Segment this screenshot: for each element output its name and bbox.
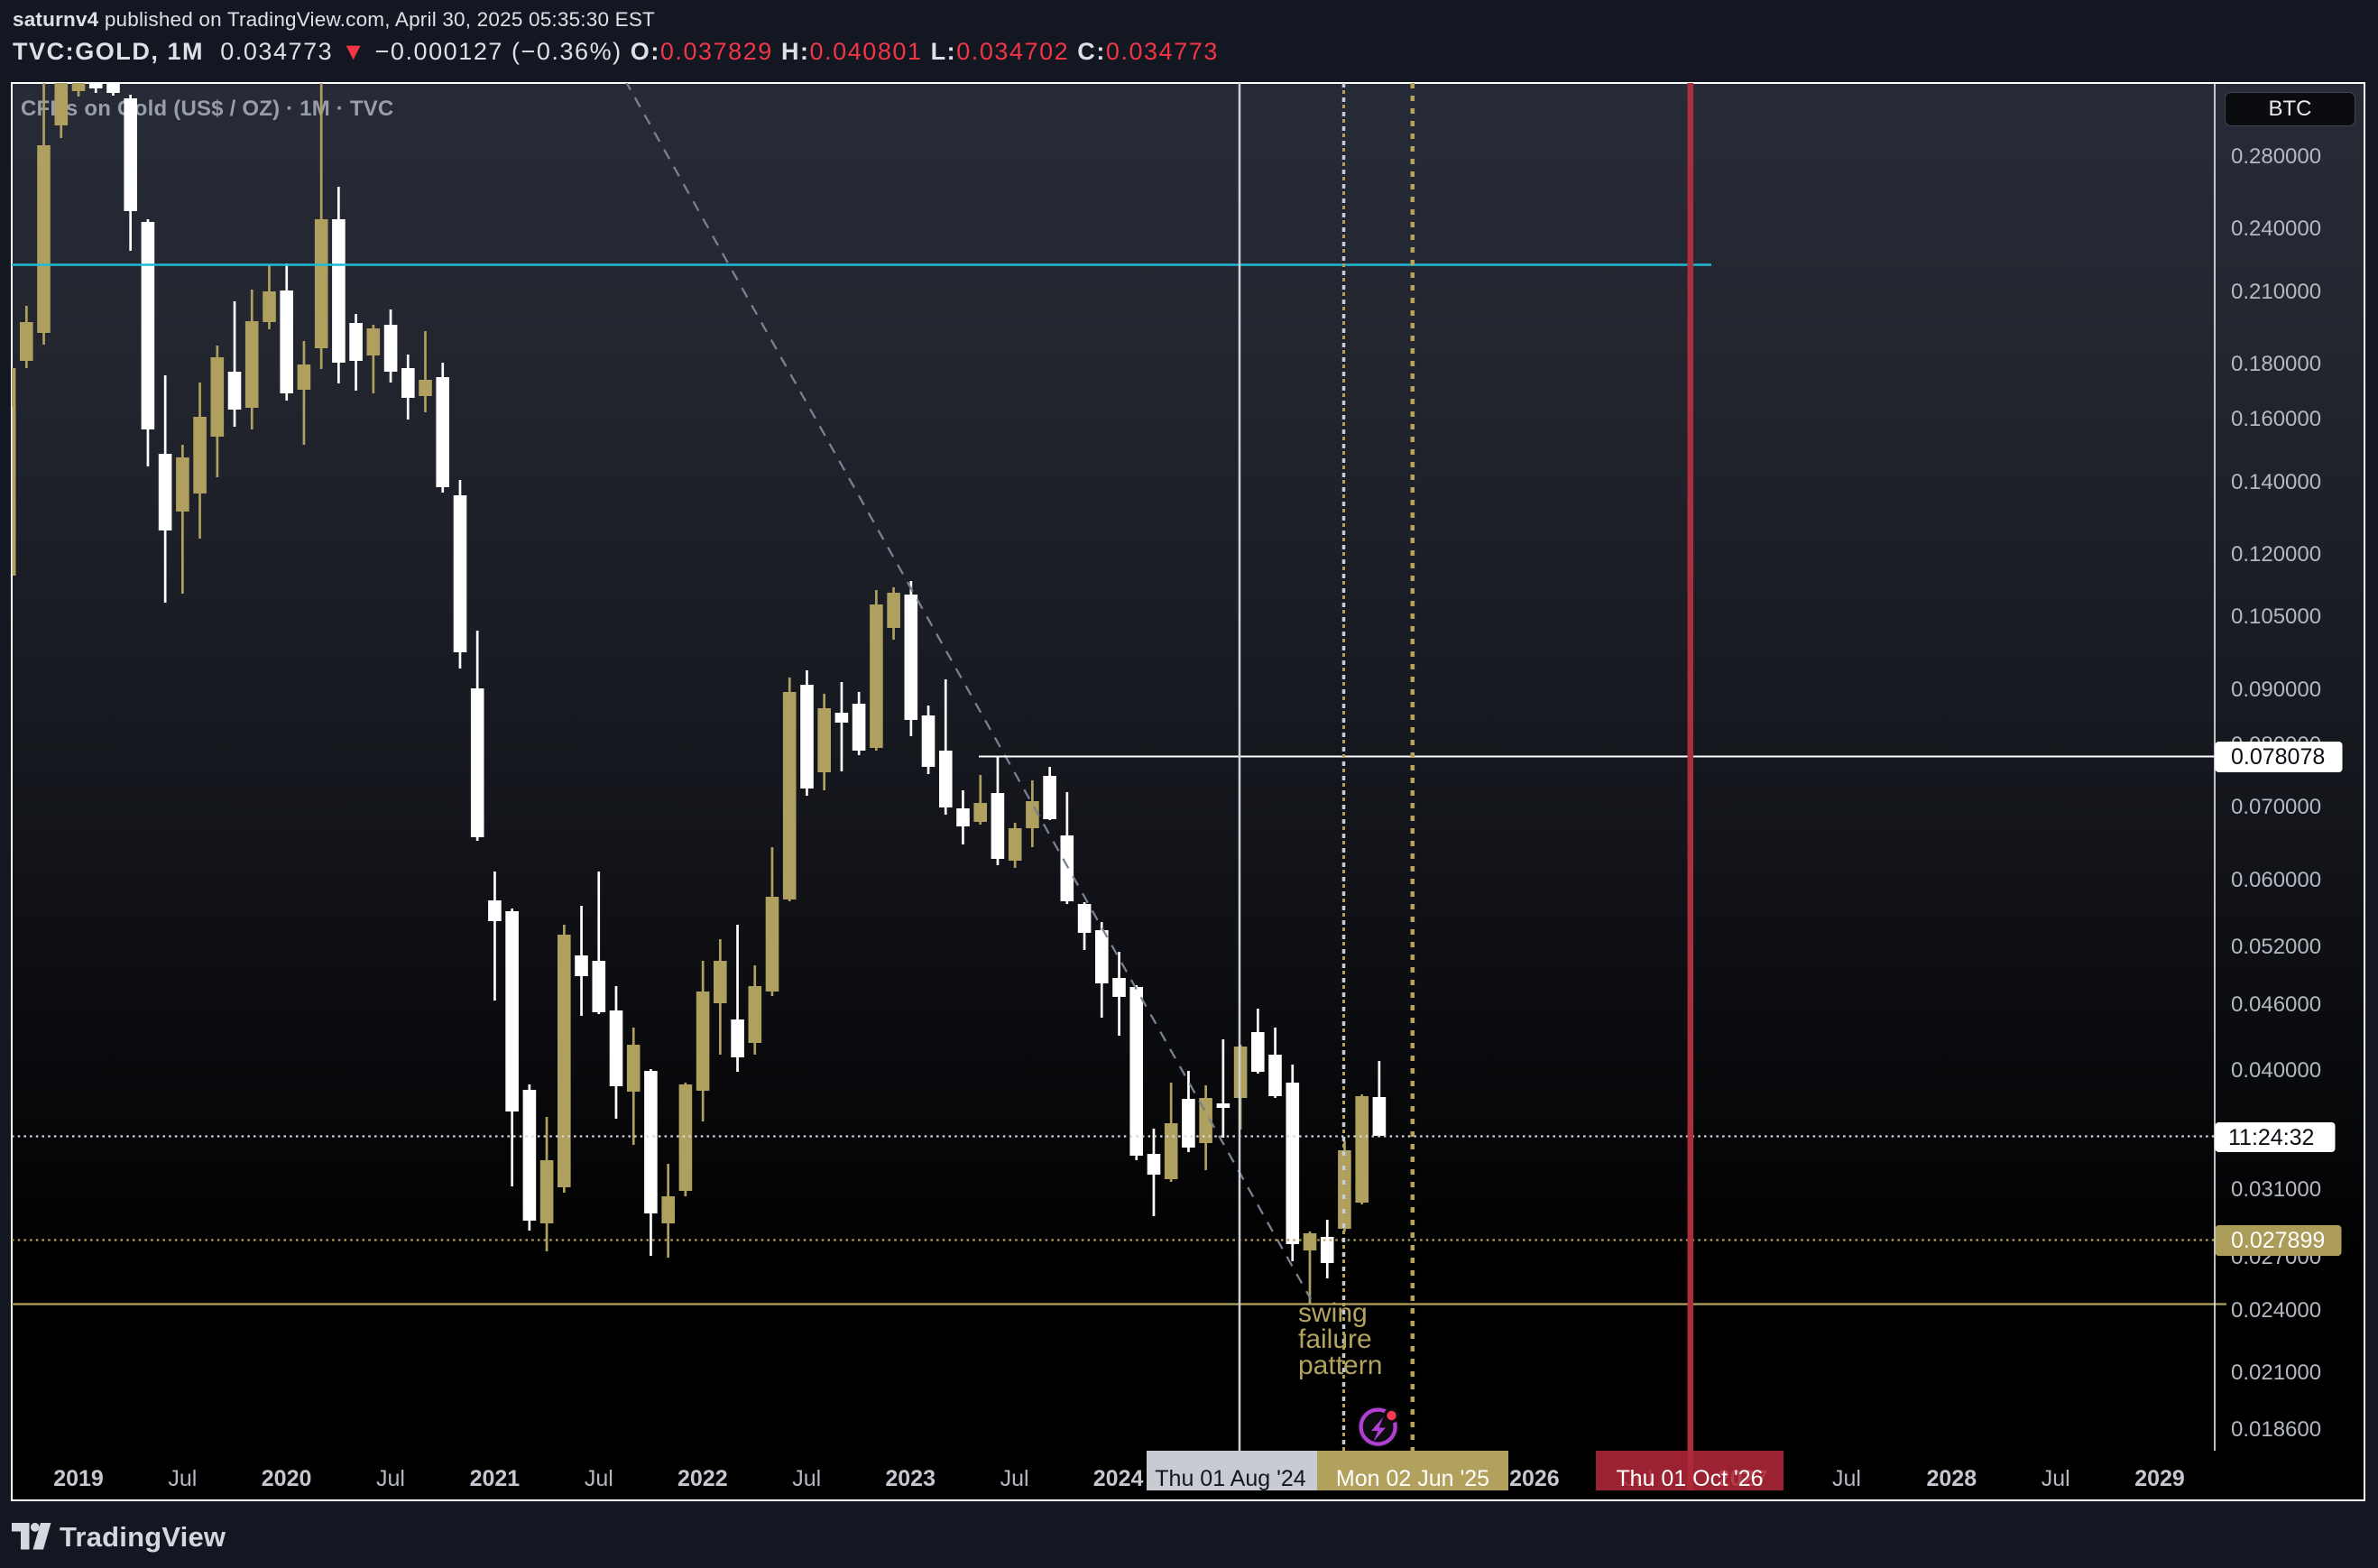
svg-text:0.018600: 0.018600	[2231, 1417, 2321, 1442]
svg-text:2022: 2022	[677, 1466, 728, 1491]
svg-text:Jul: Jul	[376, 1466, 405, 1491]
svg-text:0.024000: 0.024000	[2231, 1298, 2321, 1323]
svg-text:0.060000: 0.060000	[2231, 868, 2321, 892]
svg-text:11:24:32: 11:24:32	[2228, 1125, 2314, 1150]
svg-text:0.120000: 0.120000	[2231, 542, 2321, 567]
svg-text:2029: 2029	[2134, 1466, 2185, 1491]
svg-text:0.070000: 0.070000	[2231, 795, 2321, 819]
svg-text:2028: 2028	[1926, 1466, 1977, 1491]
svg-text:2020: 2020	[262, 1466, 312, 1491]
svg-text:0.090000: 0.090000	[2231, 678, 2321, 702]
svg-text:0.052000: 0.052000	[2231, 935, 2321, 959]
svg-text:Mon 02 Jun '25: Mon 02 Jun '25	[1336, 1466, 1489, 1491]
svg-text:Jul: Jul	[1832, 1466, 1861, 1491]
svg-text:2023: 2023	[885, 1466, 936, 1491]
svg-text:0.180000: 0.180000	[2231, 352, 2321, 376]
svg-text:0.027899: 0.027899	[2231, 1228, 2325, 1253]
svg-text:Jul: Jul	[1000, 1466, 1029, 1491]
svg-text:0.031000: 0.031000	[2231, 1177, 2321, 1202]
svg-text:2021: 2021	[470, 1466, 521, 1491]
svg-text:2019: 2019	[53, 1466, 104, 1491]
svg-text:0.240000: 0.240000	[2231, 217, 2321, 241]
svg-text:0.105000: 0.105000	[2231, 604, 2321, 629]
svg-text:Jul: Jul	[2042, 1466, 2070, 1491]
svg-text:2024: 2024	[1093, 1466, 1144, 1491]
svg-text:0.210000: 0.210000	[2231, 280, 2321, 304]
svg-text:Thu 01 Oct '26: Thu 01 Oct '26	[1616, 1466, 1763, 1491]
svg-text:0.078078: 0.078078	[2231, 744, 2325, 770]
svg-text:0.021000: 0.021000	[2231, 1360, 2321, 1385]
svg-text:0.280000: 0.280000	[2231, 144, 2321, 169]
svg-text:Thu 01 Aug '24: Thu 01 Aug '24	[1155, 1466, 1306, 1491]
svg-text:0.140000: 0.140000	[2231, 470, 2321, 494]
svg-text:0.046000: 0.046000	[2231, 992, 2321, 1017]
svg-text:0.040000: 0.040000	[2231, 1058, 2321, 1083]
svg-text:Jul: Jul	[792, 1466, 821, 1491]
svg-text:Jul: Jul	[585, 1466, 613, 1491]
svg-text:0.160000: 0.160000	[2231, 407, 2321, 431]
svg-text:2026: 2026	[1509, 1466, 1560, 1491]
svg-text:Jul: Jul	[168, 1466, 197, 1491]
